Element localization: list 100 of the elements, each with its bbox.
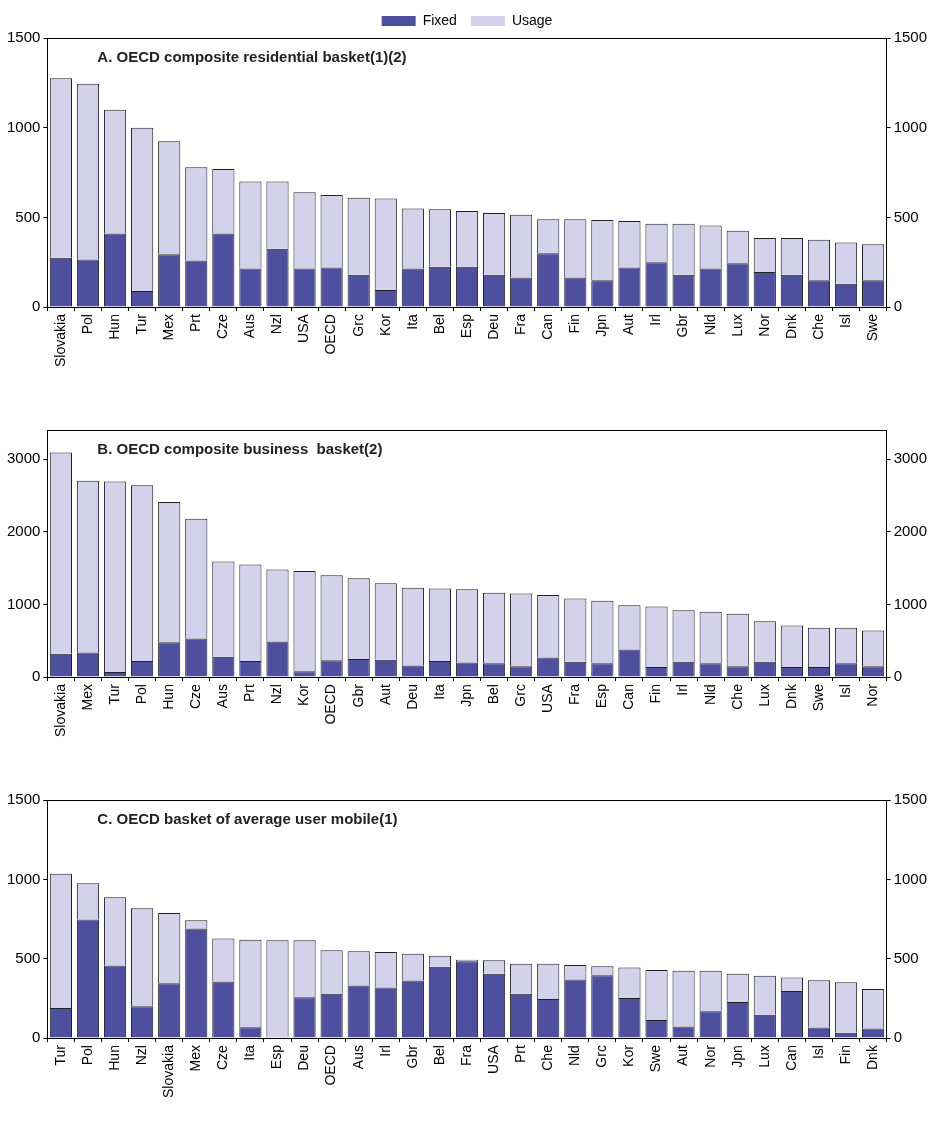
x-tick-label: Che <box>809 313 826 340</box>
x-tick-label: Tur <box>105 683 122 705</box>
x-tick-label: Aus <box>241 314 258 339</box>
x-tick-label: USA <box>295 313 312 343</box>
x-tick-label: Grc <box>349 314 366 337</box>
x-tick-label: Dnk <box>863 1044 880 1070</box>
x-tick-label: Jpn <box>593 314 610 337</box>
x-tick-label: USA <box>484 1044 501 1074</box>
legend-label: Usage <box>511 11 553 28</box>
y2-tick-label: 500 <box>893 948 919 966</box>
x-tick-label: Nzl <box>132 1045 149 1066</box>
x-tick-label: Nld <box>566 1045 583 1067</box>
x-tick-label: Isl <box>836 314 853 329</box>
x-tick-label: Slovakia <box>160 1044 177 1098</box>
y2-tick-label: 0 <box>893 297 902 315</box>
x-tick-label: Bel <box>430 1045 447 1066</box>
x-tick-label: Grc <box>512 684 529 707</box>
x-tick-label: Pol <box>132 684 149 705</box>
y-tick-label: 1000 <box>6 594 41 612</box>
x-tick-label: Swe <box>863 313 880 342</box>
x-tick-label: Che <box>728 683 745 710</box>
x-tick-label: Lux <box>755 1045 772 1068</box>
x-tick-label: Mex <box>187 1045 204 1072</box>
x-tick-label: Gbr <box>403 1044 420 1069</box>
x-tick-label: Bel <box>484 684 501 705</box>
x-tick-label: Pol <box>78 314 95 335</box>
x-tick-label: OECD <box>322 684 339 725</box>
x-tick-label: Slovakia <box>51 683 68 737</box>
x-tick-label: Kor <box>376 313 393 336</box>
x-tick-label: Mex <box>78 684 95 711</box>
x-tick-label: Kor <box>620 1044 637 1067</box>
x-tick-label: Swe <box>809 683 826 712</box>
y-tick-label: 0 <box>32 667 41 685</box>
x-tick-label: OECD <box>322 314 339 355</box>
x-tick-label: Deu <box>403 684 420 710</box>
y-tick-label: 1500 <box>6 28 41 46</box>
x-tick-label: Esp <box>268 1044 285 1070</box>
x-tick-label: Cze <box>214 1044 231 1070</box>
y-tick-label: 500 <box>15 948 41 966</box>
x-tick-label: Irl <box>674 684 691 696</box>
y2-tick-label: 2000 <box>893 521 928 539</box>
y2-tick-label: 1000 <box>893 117 928 135</box>
y2-tick-label: 500 <box>893 207 919 225</box>
y-tick-label: 1500 <box>6 790 41 808</box>
x-tick-label: Irl <box>376 1045 393 1057</box>
x-tick-label: Fra <box>457 1044 474 1067</box>
x-tick-label: Lux <box>728 314 745 337</box>
x-tick-label: Nor <box>863 683 880 707</box>
x-tick-label: Slovakia <box>51 313 68 367</box>
y-tick-label: 3000 <box>6 449 41 467</box>
x-tick-label: Irl <box>647 314 664 326</box>
y2-tick-label: 1500 <box>893 790 928 808</box>
x-tick-label: Fin <box>647 684 664 704</box>
x-tick-label: Nor <box>701 1044 718 1068</box>
legend-label: Fixed <box>422 11 457 28</box>
y-tick-label: 2000 <box>6 521 41 539</box>
y-tick-label: 0 <box>32 1028 41 1046</box>
y2-tick-label: 0 <box>893 667 902 685</box>
text: A. OECD composite residential basket(1)(2) <box>97 47 407 65</box>
y2-tick-label: 0 <box>893 1028 902 1046</box>
x-tick-label: Prt <box>241 683 258 702</box>
x-tick-label: Nld <box>701 314 718 336</box>
x-tick-label: Hun <box>160 684 177 710</box>
text: C. OECD basket of average user mobile(1) <box>97 809 398 827</box>
y-tick-label: 500 <box>15 207 41 225</box>
y2-tick-label: 1000 <box>893 594 928 612</box>
y2-tick-label: 3000 <box>893 449 928 467</box>
x-tick-label: Cze <box>187 683 204 709</box>
x-tick-label: Nzl <box>268 684 285 705</box>
x-tick-label: Esp <box>457 313 474 339</box>
y2-tick-label: 1000 <box>893 869 928 887</box>
x-tick-label: Can <box>620 684 637 710</box>
x-tick-label: Dnk <box>782 313 799 339</box>
x-tick-label: Deu <box>295 1045 312 1071</box>
x-tick-label: Mex <box>160 314 177 341</box>
x-tick-label: Che <box>539 1044 556 1071</box>
x-tick-label: Tur <box>51 1044 68 1066</box>
x-tick-label: Bel <box>430 314 447 335</box>
x-tick-label: Can <box>539 314 556 340</box>
x-tick-label: Aus <box>349 1045 366 1070</box>
x-tick-label: Jpn <box>728 1045 745 1068</box>
x-tick-label: Gbr <box>349 683 366 708</box>
x-tick-label: Esp <box>593 683 610 709</box>
y-tick-label: 1000 <box>6 117 41 135</box>
x-tick-label: Aut <box>620 313 637 336</box>
x-tick-label: Ita <box>430 683 447 700</box>
x-tick-label: Grc <box>593 1045 610 1068</box>
x-tick-label: Aus <box>214 684 231 709</box>
x-tick-label: Nor <box>755 313 772 337</box>
x-tick-label: Pol <box>78 1045 95 1066</box>
x-tick-label: Deu <box>484 314 501 340</box>
x-tick-label: Dnk <box>782 683 799 709</box>
x-tick-label: Prt <box>187 313 204 332</box>
x-tick-label: Isl <box>836 684 853 699</box>
y2-tick-label: 1500 <box>893 28 928 46</box>
x-tick-label: Fra <box>512 313 529 336</box>
x-tick-label: Isl <box>809 1045 826 1060</box>
x-tick-label: USA <box>539 683 556 713</box>
x-tick-label: Nzl <box>268 314 285 335</box>
y-tick-label: 0 <box>32 297 41 315</box>
